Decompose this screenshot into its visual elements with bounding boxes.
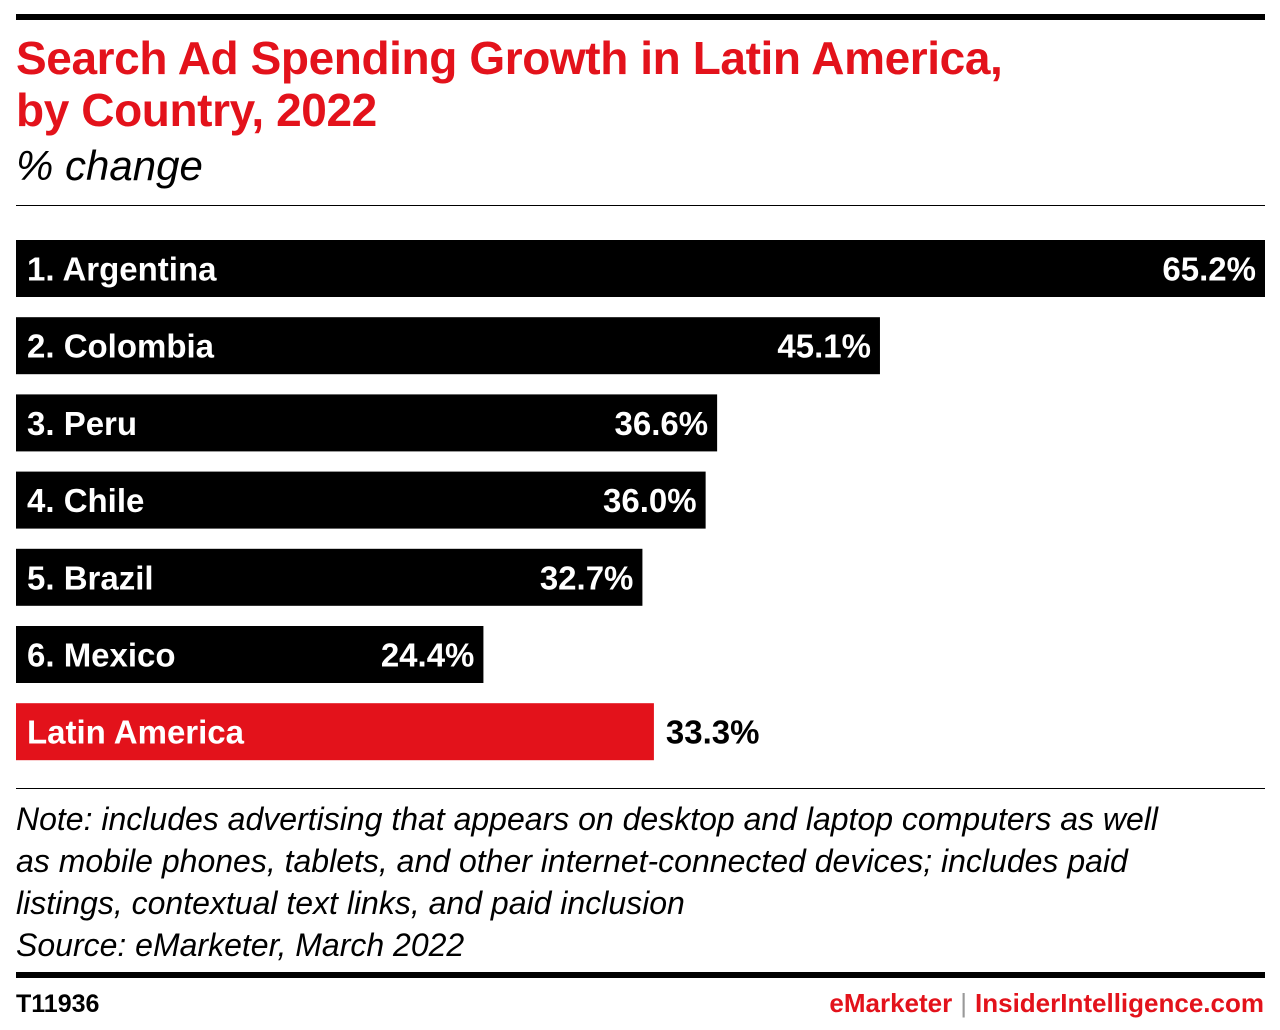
value-label-brazil: 32.7% (540, 559, 634, 596)
value-label-argentina: 65.2% (1162, 251, 1256, 288)
header-divider (16, 205, 1265, 206)
note-line-2: as mobile phones, tablets, and other int… (16, 843, 1128, 879)
brand-separator: | (960, 988, 968, 1018)
notes-divider (16, 788, 1265, 789)
chart-title-line-1: Search Ad Spending Growth in Latin Ameri… (16, 32, 1003, 84)
top-rule (16, 14, 1265, 20)
chart-id: T11936 (16, 990, 100, 1018)
category-label-latin-america: Latin America (27, 714, 245, 751)
value-label-peru: 36.6% (615, 405, 709, 442)
category-label-brazil: 5. Brazil (27, 559, 154, 596)
value-label-chile: 36.0% (603, 482, 697, 519)
category-label-chile: 4. Chile (27, 482, 144, 519)
bar-peru (16, 394, 718, 452)
chart-subtitle: % change (16, 142, 203, 189)
category-label-argentina: 1. Argentina (27, 251, 217, 288)
note-line-3: listings, contextual text links, and pai… (16, 885, 685, 921)
bar-latin-america (16, 703, 654, 761)
chart-title: Search Ad Spending Growth in Latin Ameri… (16, 32, 1256, 136)
bar-colombia (16, 317, 880, 375)
bar-mexico (16, 626, 484, 683)
emarketer-logo-text: eMarketer (829, 988, 953, 1018)
bottom-rule (16, 972, 1265, 978)
value-label-latin-america: 33.3% (666, 714, 760, 751)
insider-intelligence-link[interactable]: InsiderIntelligence.com (975, 988, 1264, 1018)
note-line-1: Note: includes advertising that appears … (16, 801, 1159, 837)
bar-argentina (16, 240, 1265, 297)
bar-brazil (16, 548, 643, 606)
source-line: Source: eMarketer, March 2022 (16, 927, 465, 963)
footer-brand: eMarketer | InsiderIntelligence.com (829, 988, 1264, 1019)
category-label-mexico: 6. Mexico (27, 637, 176, 674)
category-label-colombia: 2. Colombia (27, 328, 215, 365)
bar-chile (16, 471, 706, 529)
chart-notes: Note: includes advertising that appears … (16, 798, 1266, 966)
category-label-peru: 3. Peru (27, 405, 137, 442)
value-label-mexico: 24.4% (381, 637, 475, 674)
chart-title-line-2: by Country, 2022 (16, 84, 377, 136)
value-label-colombia: 45.1% (777, 328, 871, 365)
